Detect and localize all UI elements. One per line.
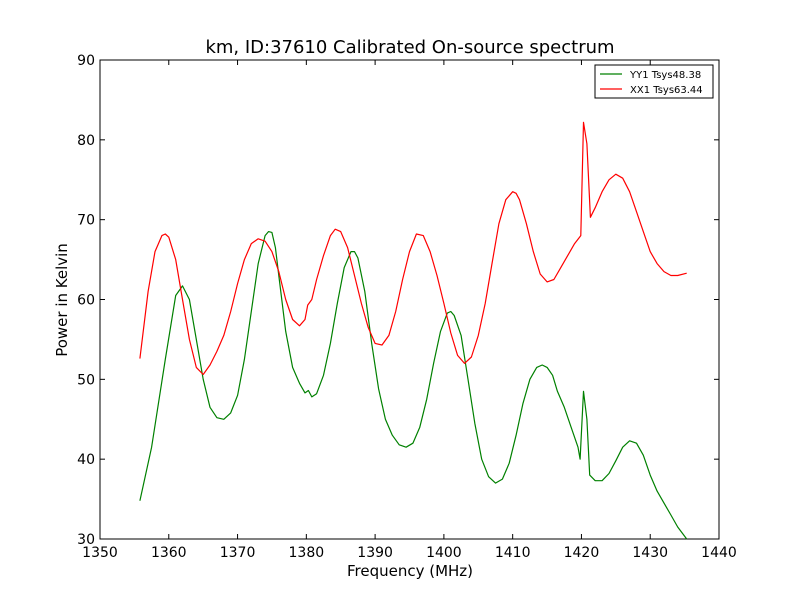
- series-line-xx1: [139, 121, 687, 376]
- chart-title: km, ID:37610 Calibrated On-source spectr…: [205, 37, 614, 58]
- legend-label: XX1 Tsys63.44: [630, 85, 703, 96]
- legend-box: [594, 64, 714, 99]
- x-tick-label: 1370: [220, 545, 256, 561]
- legend-label: YY1 Tsys48.38: [629, 70, 701, 81]
- series-layer: [139, 121, 688, 540]
- y-tick-label: 60: [77, 293, 95, 309]
- y-axis-label: Power in Kelvin: [53, 243, 71, 357]
- x-tick-label: 1430: [632, 545, 668, 561]
- x-tick-label: 1410: [495, 545, 531, 561]
- y-axis: 30 40 50 60 70 80 90: [77, 53, 719, 548]
- series-line-yy1: [139, 231, 688, 540]
- x-tick-label: 1400: [426, 545, 462, 561]
- y-tick-label: 50: [77, 372, 95, 388]
- x-axis-label: Frequency (MHz): [347, 562, 473, 580]
- x-tick-label: 1360: [151, 545, 187, 561]
- y-tick-label: 70: [77, 213, 95, 229]
- x-tick-label: 1380: [289, 545, 325, 561]
- x-tick-label: 1420: [564, 545, 600, 561]
- y-tick-label: 80: [77, 133, 95, 149]
- x-tick-label: 1350: [82, 545, 118, 561]
- x-axis: 1350 1360 1370 1380 1390 1400 1410 1420 1430 1440: [82, 60, 737, 561]
- x-tick-label: 1440: [701, 545, 737, 561]
- y-tick-label: 30: [77, 532, 95, 548]
- legend: YY1 Tsys48.38 XX1 Tsys63.44: [594, 64, 714, 99]
- y-tick-label: 90: [77, 53, 95, 69]
- y-tick-label: 40: [77, 452, 95, 468]
- plot-area: [99, 59, 720, 540]
- x-tick-label: 1390: [357, 545, 393, 561]
